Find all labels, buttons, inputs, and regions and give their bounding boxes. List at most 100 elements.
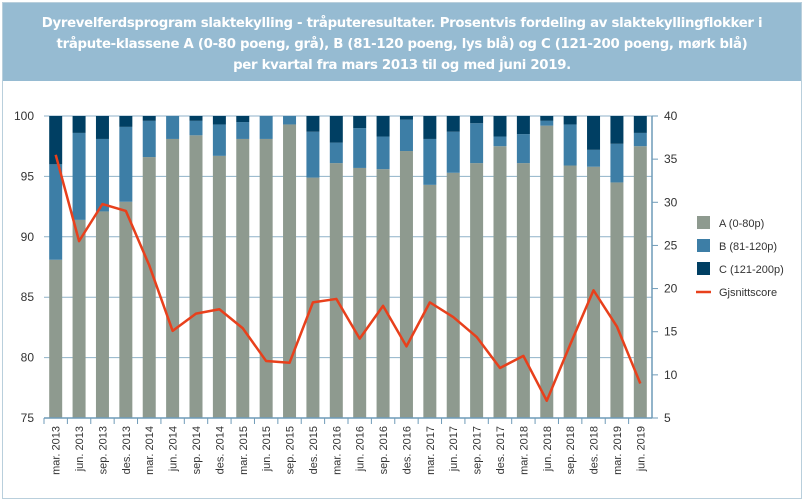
x-tick-label: jun. 2014	[168, 426, 180, 472]
bar-b	[329, 142, 343, 164]
bar-b	[540, 120, 554, 126]
bar-a	[236, 138, 250, 418]
bar-b	[587, 149, 601, 167]
bar-a	[446, 172, 460, 418]
x-tick-label: des. 2014	[214, 426, 226, 474]
y2-tick-label: 25	[664, 238, 678, 252]
title-line-3: per kvartal fra mars 2013 til og med jun…	[233, 58, 571, 73]
y2-tick-label: 20	[664, 282, 678, 296]
bar-c	[516, 116, 530, 135]
bar-b	[119, 126, 133, 202]
bar-a	[516, 163, 530, 418]
y-tick-label: 90	[21, 230, 35, 244]
bar-a	[329, 163, 343, 418]
bar-a	[376, 169, 390, 418]
bar-a	[142, 157, 156, 418]
bar-a	[166, 138, 180, 418]
y-tick-label: 75	[21, 411, 35, 425]
bar-b	[376, 136, 390, 170]
x-tick-label: jun. 2013	[74, 426, 86, 472]
bar-c	[72, 116, 86, 133]
x-tick-label: jun. 2018	[542, 426, 554, 472]
bar-c	[119, 116, 133, 127]
bar-b	[563, 124, 577, 166]
x-tick-label: des. 2018	[589, 426, 601, 474]
line-gjsnittscore	[54, 154, 642, 402]
bar-a	[633, 146, 647, 418]
bar-c	[306, 116, 320, 132]
bar-c	[142, 116, 156, 121]
bar-a	[399, 151, 413, 419]
y2-tick-label: 40	[664, 109, 678, 123]
legend-swatch-a	[697, 216, 710, 229]
bar-b	[633, 132, 647, 147]
bar-a	[49, 259, 63, 418]
bar-b	[142, 120, 156, 158]
title-line-1: Dyrevelferdsprogram slaktekylling - tråp…	[41, 16, 763, 31]
y2-tick-label: 35	[664, 152, 678, 166]
bar-a	[306, 177, 320, 418]
legend-label: A (0-80p)	[719, 218, 764, 230]
legend-label: B (81-120p)	[719, 241, 777, 253]
bar-a	[259, 138, 273, 418]
bar-b	[189, 120, 203, 136]
bar-c	[610, 116, 624, 144]
bar-a	[189, 135, 203, 418]
x-tick-label: des. 2016	[401, 426, 413, 474]
x-tick-label: mar. 2018	[518, 426, 530, 475]
bar-b	[72, 132, 86, 220]
legend-label: C (121-200p)	[719, 264, 784, 276]
y-tick-label: 85	[21, 290, 35, 304]
bar-b	[49, 164, 63, 260]
x-tick-label: mar. 2015	[238, 426, 250, 475]
y2-tick-label: 30	[664, 195, 678, 209]
x-tick-label: des. 2013	[121, 426, 133, 474]
x-tick-label: des. 2017	[495, 426, 507, 474]
bar-b	[353, 128, 367, 168]
legend-swatch-b	[697, 239, 710, 252]
bar-a	[119, 201, 133, 418]
bar-b	[212, 124, 226, 156]
bar-b	[283, 116, 297, 125]
legend-swatch-c	[697, 262, 710, 275]
bar-a	[95, 211, 109, 418]
bar-b	[306, 131, 320, 178]
bar-c	[329, 116, 343, 143]
bar-c	[446, 116, 460, 132]
bar-c	[423, 116, 437, 139]
bar-a	[610, 182, 624, 418]
x-tick-label: jun. 2017	[448, 426, 460, 472]
bar-b	[516, 134, 530, 164]
y2-tick-label: 10	[664, 368, 678, 382]
bar-a	[283, 124, 297, 419]
x-tick-label: sep. 2016	[378, 426, 390, 474]
bar-b	[493, 136, 507, 147]
y-tick-label: 100	[14, 109, 34, 123]
x-tick-label: mar. 2016	[331, 426, 343, 475]
x-tick-label: sep. 2015	[285, 426, 297, 474]
bar-c	[353, 116, 367, 129]
bar-c	[540, 116, 554, 121]
bar-b	[610, 143, 624, 183]
bar-b	[236, 122, 250, 139]
chart-title: Dyrevelferdsprogram slaktekylling - tråp…	[3, 3, 801, 81]
bar-a	[540, 125, 554, 418]
x-tick-label: mar. 2013	[51, 426, 63, 475]
x-tick-label: sep. 2017	[472, 426, 484, 474]
x-tick-label: mar. 2014	[144, 426, 156, 475]
bar-c	[49, 116, 63, 165]
x-tick-label: mar. 2019	[612, 426, 624, 475]
bar-c	[399, 116, 413, 120]
x-tick-label: jun. 2019	[635, 426, 647, 472]
x-tick-label: mar. 2017	[425, 426, 437, 475]
y2-tick-label: 5	[664, 411, 671, 425]
title-line-2: tråpute-klassene A (0-80 poeng, grå), B …	[56, 37, 748, 52]
bar-c	[189, 116, 203, 121]
x-tick-label: jun. 2015	[261, 426, 273, 472]
bar-c	[470, 116, 484, 124]
bar-c	[563, 116, 577, 125]
bar-b	[166, 116, 180, 139]
x-tick-label: sep. 2014	[191, 426, 203, 474]
